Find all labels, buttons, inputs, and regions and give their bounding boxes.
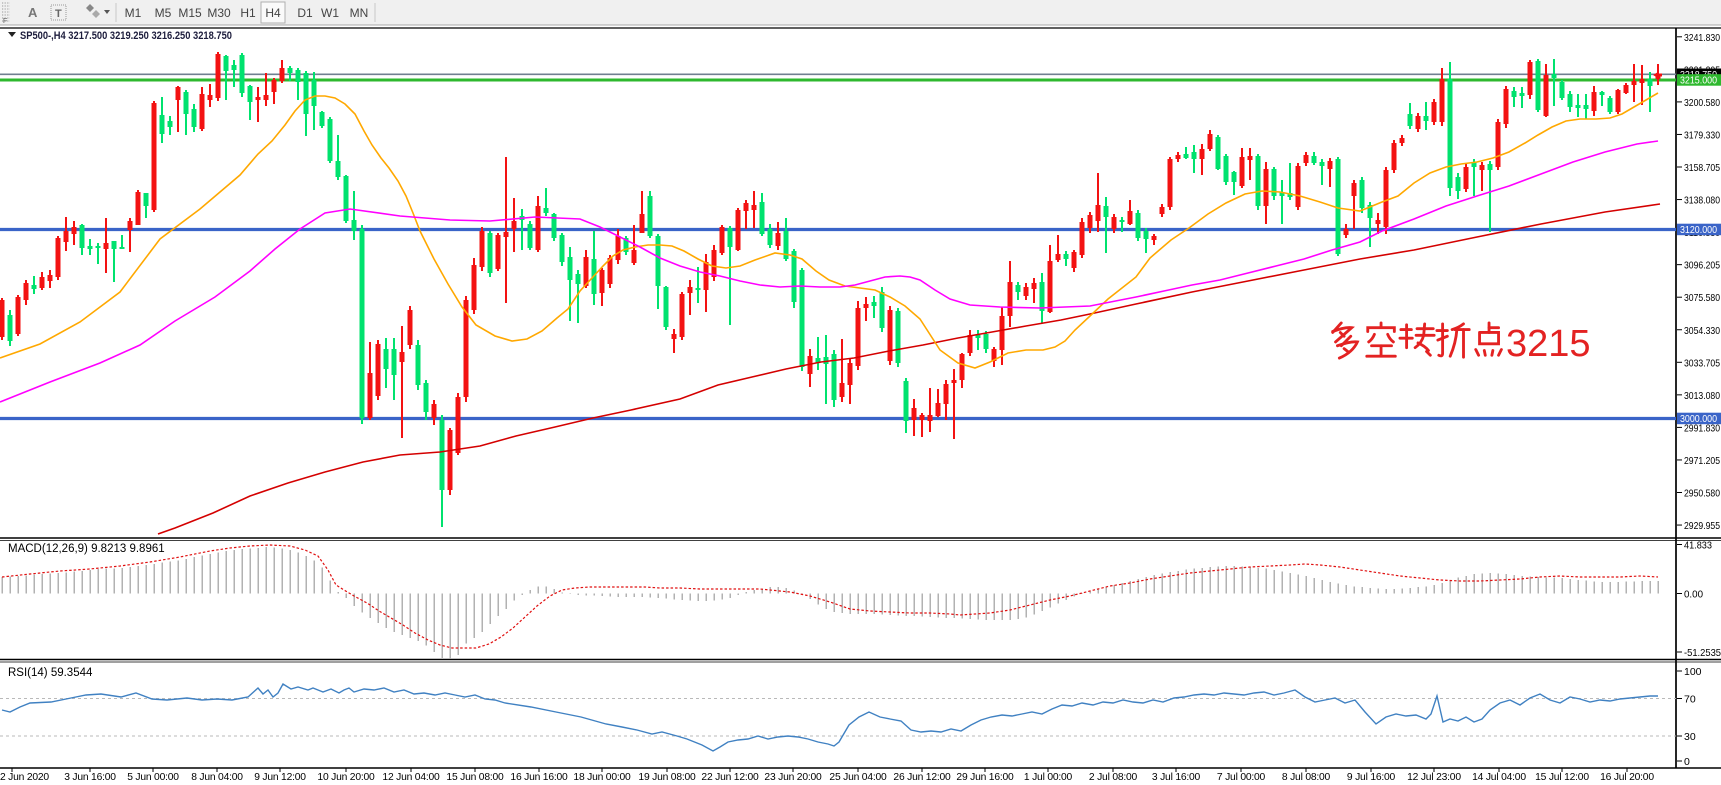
svg-text:1 Jul 00:00: 1 Jul 00:00 xyxy=(1024,772,1073,783)
svg-text:3179.330: 3179.330 xyxy=(1684,129,1720,141)
svg-text:23 Jun 20:00: 23 Jun 20:00 xyxy=(764,772,822,783)
svg-text:16 Jun 16:00: 16 Jun 16:00 xyxy=(510,772,568,783)
svg-text:9 Jun 12:00: 9 Jun 12:00 xyxy=(254,772,306,783)
svg-text:100: 100 xyxy=(1684,666,1702,678)
svg-text:2950.580: 2950.580 xyxy=(1684,488,1720,500)
svg-text:F: F xyxy=(3,18,7,25)
svg-text:H1: H1 xyxy=(240,6,256,20)
svg-text:3075.580: 3075.580 xyxy=(1684,292,1720,304)
svg-text:30: 30 xyxy=(1684,731,1696,743)
svg-text:26 Jun 12:00: 26 Jun 12:00 xyxy=(893,772,951,783)
svg-text:3 Jun 16:00: 3 Jun 16:00 xyxy=(64,772,116,783)
svg-text:M15: M15 xyxy=(178,6,202,20)
svg-text:MACD(12,26,9) 9.8213 9.8961: MACD(12,26,9) 9.8213 9.8961 xyxy=(8,543,165,555)
svg-text:3096.205: 3096.205 xyxy=(1684,260,1720,272)
svg-text:8 Jun 04:00: 8 Jun 04:00 xyxy=(191,772,243,783)
svg-text:14 Jul 04:00: 14 Jul 04:00 xyxy=(1472,772,1526,783)
svg-text:H4: H4 xyxy=(265,6,281,20)
svg-text:3 Jul 16:00: 3 Jul 16:00 xyxy=(1152,772,1201,783)
svg-text:5 Jun 00:00: 5 Jun 00:00 xyxy=(127,772,179,783)
svg-text:W1: W1 xyxy=(321,6,339,20)
svg-text:M5: M5 xyxy=(155,6,172,20)
svg-text:M30: M30 xyxy=(207,6,231,20)
svg-text:9 Jul 16:00: 9 Jul 16:00 xyxy=(1347,772,1396,783)
svg-text:3000.000: 3000.000 xyxy=(1680,413,1717,425)
svg-text:2929.955: 2929.955 xyxy=(1684,520,1720,532)
svg-text:3241.830: 3241.830 xyxy=(1684,32,1720,44)
svg-text:3200.580: 3200.580 xyxy=(1684,97,1720,109)
svg-text:3120.000: 3120.000 xyxy=(1680,224,1717,236)
svg-text:A: A xyxy=(28,5,38,20)
svg-text:22 Jun 12:00: 22 Jun 12:00 xyxy=(701,772,759,783)
svg-text:D1: D1 xyxy=(297,6,313,20)
svg-text:3013.080: 3013.080 xyxy=(1684,390,1720,402)
svg-text:3158.705: 3158.705 xyxy=(1684,162,1720,174)
svg-text:M1: M1 xyxy=(125,6,142,20)
svg-text:19 Jun 08:00: 19 Jun 08:00 xyxy=(638,772,696,783)
svg-text:15 Jun 08:00: 15 Jun 08:00 xyxy=(446,772,504,783)
svg-text:10 Jun 20:00: 10 Jun 20:00 xyxy=(317,772,375,783)
svg-text:15 Jul 12:00: 15 Jul 12:00 xyxy=(1535,772,1589,783)
svg-text:3054.330: 3054.330 xyxy=(1684,325,1720,337)
svg-text:12 Jun 04:00: 12 Jun 04:00 xyxy=(382,772,440,783)
svg-text:MN: MN xyxy=(350,6,369,20)
svg-text:RSI(14) 59.3544: RSI(14) 59.3544 xyxy=(8,667,93,679)
svg-text:7 Jul 00:00: 7 Jul 00:00 xyxy=(1217,772,1266,783)
svg-text:-51.2535: -51.2535 xyxy=(1684,647,1721,659)
svg-text:3215: 3215 xyxy=(1506,323,1591,365)
svg-text:2 Jul 08:00: 2 Jul 08:00 xyxy=(1089,772,1138,783)
svg-text:2991.830: 2991.830 xyxy=(1684,422,1720,434)
svg-text:25 Jun 04:00: 25 Jun 04:00 xyxy=(829,772,887,783)
svg-text:29 Jun 16:00: 29 Jun 16:00 xyxy=(956,772,1014,783)
svg-text:3138.080: 3138.080 xyxy=(1684,195,1720,207)
svg-text:0.00: 0.00 xyxy=(1684,589,1703,601)
svg-text:2971.205: 2971.205 xyxy=(1684,455,1720,467)
svg-text:8 Jul 08:00: 8 Jul 08:00 xyxy=(1282,772,1331,783)
svg-text:T: T xyxy=(55,8,62,20)
svg-text:16 Jul 20:00: 16 Jul 20:00 xyxy=(1600,772,1654,783)
svg-text:41.833: 41.833 xyxy=(1684,540,1712,552)
svg-text:SP500-,H4 3217.500 3219.250 3: SP500-,H4 3217.500 3219.250 3216.250 321… xyxy=(20,30,232,42)
svg-text:3033.705: 3033.705 xyxy=(1684,357,1720,369)
svg-text:0: 0 xyxy=(1684,756,1690,768)
svg-text:70: 70 xyxy=(1684,694,1696,706)
svg-text:3215.000: 3215.000 xyxy=(1680,75,1717,87)
svg-text:12 Jul 23:00: 12 Jul 23:00 xyxy=(1407,772,1461,783)
svg-text:2 Jun 2020: 2 Jun 2020 xyxy=(0,772,49,783)
svg-text:18 Jun 00:00: 18 Jun 00:00 xyxy=(573,772,631,783)
